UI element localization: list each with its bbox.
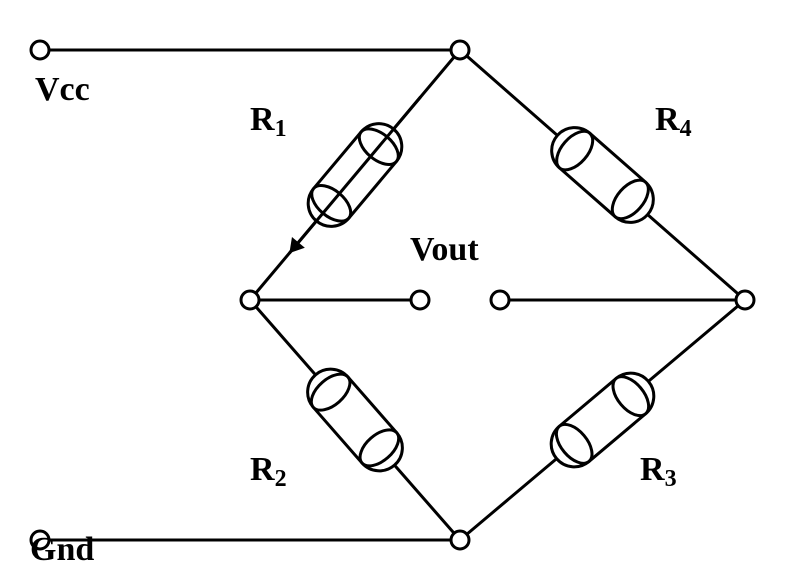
variable-arrow-line (289, 97, 420, 253)
label-R3: R3 (640, 451, 677, 492)
node-bottom (451, 531, 469, 549)
label-R2: R2 (250, 451, 287, 492)
resistor-R4 (542, 118, 663, 232)
label-R1: R1 (250, 101, 287, 142)
resistor-R2 (298, 360, 412, 481)
label-Vcc: Vcc (35, 71, 90, 108)
node-vout_l (411, 291, 429, 309)
node-top (451, 41, 469, 59)
label-Gnd: Gnd (30, 531, 94, 568)
label-R4: R4 (655, 101, 692, 142)
node-vcc_term (31, 41, 49, 59)
node-right (736, 291, 754, 309)
label-Vout: Vout (410, 231, 479, 268)
node-vout_r (491, 291, 509, 309)
wheatstone-bridge-diagram: Vcc Gnd Vout R1 R2 R3 R4 (0, 0, 800, 588)
node-left (241, 291, 259, 309)
